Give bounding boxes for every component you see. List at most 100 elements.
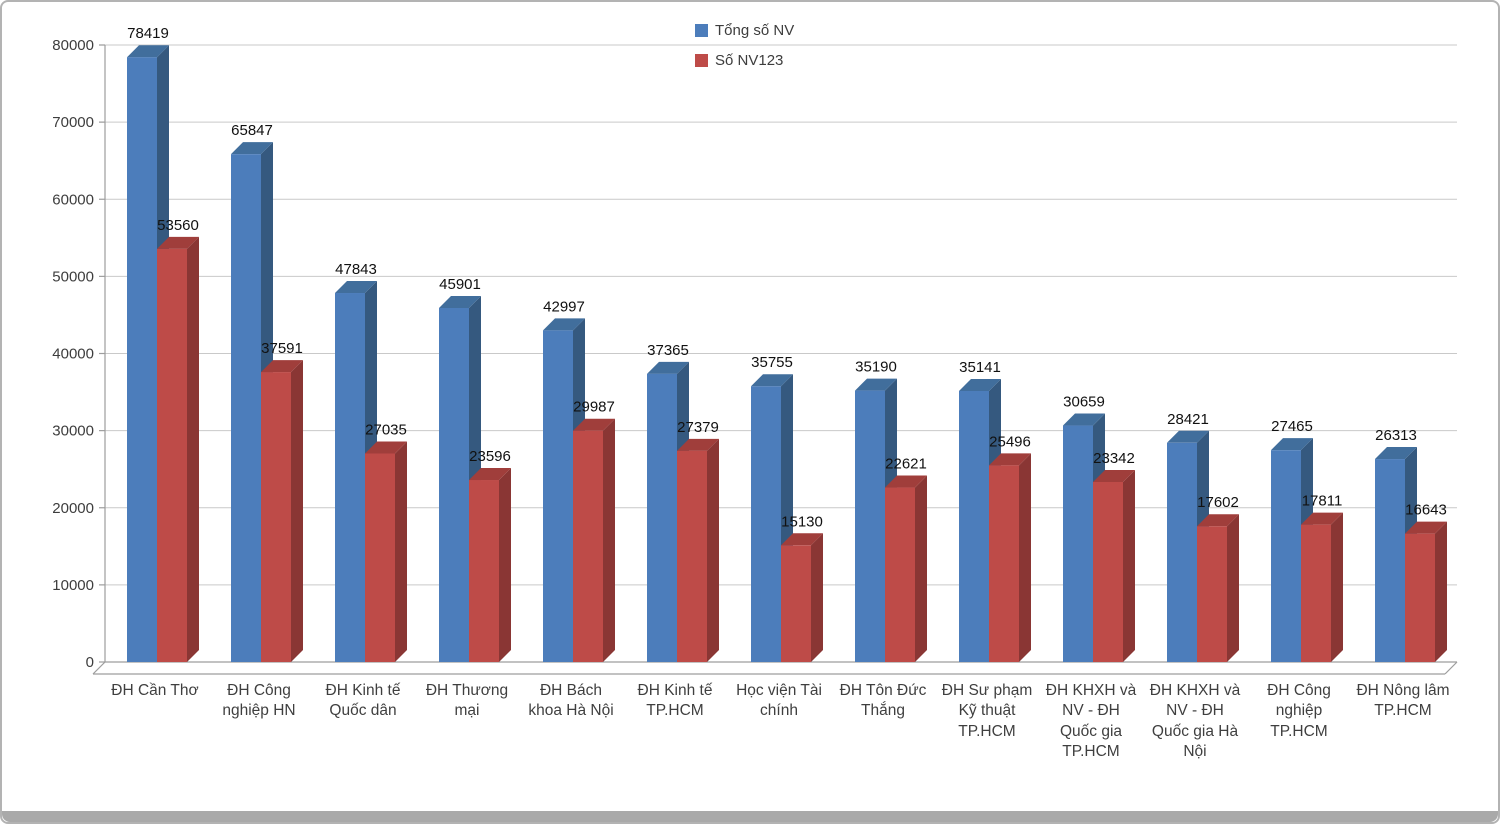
legend-label: Số NV123 <box>715 52 784 69</box>
y-axis-tick-label: 20000 <box>52 500 94 517</box>
bar-side-nv123 <box>915 475 927 662</box>
bar-value-label: 35190 <box>855 359 897 376</box>
bar-top-total <box>1167 430 1209 443</box>
bar-side-nv123 <box>1123 469 1135 662</box>
bar-nv123 <box>469 480 499 662</box>
bar-nv123 <box>1301 524 1331 662</box>
bar-value-label: 42997 <box>543 298 585 315</box>
y-axis-tick-label: 50000 <box>52 268 94 285</box>
bar-value-label: 30659 <box>1063 394 1105 411</box>
bar-total <box>1167 442 1197 662</box>
bar-top-total <box>439 295 481 308</box>
bar-total <box>335 293 365 662</box>
bar-value-label: 25496 <box>989 433 1031 450</box>
bar-nv123 <box>1093 481 1123 662</box>
bar-total <box>127 57 157 662</box>
bar-side-nv123 <box>811 533 823 662</box>
bar-top-total <box>855 378 897 391</box>
bar-nv123 <box>1197 526 1227 662</box>
bar-total <box>543 330 573 662</box>
bar-value-label: 65847 <box>231 122 273 139</box>
floor-right-edge <box>1444 661 1458 675</box>
bar-nv123 <box>1405 533 1435 662</box>
bar-top-total <box>127 45 169 58</box>
bar-top-nv123 <box>469 468 511 481</box>
bar-nv123 <box>885 487 915 662</box>
bar-side-nv123 <box>395 441 407 662</box>
legend-swatch-red-icon <box>695 54 708 67</box>
bar-value-label: 17602 <box>1197 494 1239 511</box>
y-axis-tick-label: 0 <box>86 654 94 671</box>
legend-label: Tổng số NV <box>715 22 795 39</box>
bar-nv123 <box>157 248 187 662</box>
bar-top-total <box>751 374 793 387</box>
bar-top-nv123 <box>261 360 303 373</box>
bar-value-label: 27035 <box>365 421 407 438</box>
bar-top-nv123 <box>989 453 1031 466</box>
legend: Tổng số NV Số NV123 <box>695 22 794 69</box>
bar-nv123 <box>781 545 811 662</box>
bar-top-total <box>231 142 273 155</box>
bar-value-label: 78419 <box>127 25 169 42</box>
bar-top-total <box>543 318 585 331</box>
y-axis-tick-label: 70000 <box>52 114 94 131</box>
bar-value-label: 26313 <box>1375 427 1417 444</box>
bar-top-nv123 <box>573 418 615 431</box>
y-axis-tick-label: 10000 <box>52 577 94 594</box>
bar-value-label: 37591 <box>261 340 303 357</box>
bar-total <box>647 373 677 662</box>
bar-side-nv123 <box>707 438 719 662</box>
bar-value-label: 29987 <box>573 399 615 416</box>
bar-total <box>855 390 885 662</box>
frame-bottom-strip <box>2 811 1498 822</box>
bar-value-label: 23596 <box>469 448 511 465</box>
bar-nv123 <box>573 430 603 662</box>
bar-total <box>1271 450 1301 662</box>
bar-total <box>439 307 469 662</box>
bar-value-label: 17811 <box>1302 493 1343 510</box>
bar-side-nv123 <box>1331 512 1343 662</box>
bar-value-label: 27465 <box>1271 418 1313 435</box>
legend-swatch-blue-icon <box>695 24 708 37</box>
y-axis-tick-label: 60000 <box>52 191 94 208</box>
bar-side-nv123 <box>1435 521 1447 662</box>
bar-side-nv123 <box>1019 453 1031 662</box>
bar-top-nv123 <box>365 441 407 454</box>
bar-value-label: 28421 <box>1167 411 1209 428</box>
bar-top-nv123 <box>781 533 823 546</box>
bar-top-total <box>1271 438 1313 451</box>
bar-nv123 <box>989 465 1019 662</box>
bar-nv123 <box>677 450 707 662</box>
bar-nv123 <box>365 453 395 662</box>
bar-top-nv123 <box>885 475 927 488</box>
bar-total <box>231 154 261 662</box>
bar-side-nv123 <box>499 468 511 662</box>
bar-side-nv123 <box>603 418 615 662</box>
bar-total <box>751 386 781 662</box>
bar-value-label: 35755 <box>751 354 793 371</box>
bar-top-nv123 <box>1405 521 1447 534</box>
bar-top-total <box>1375 447 1417 460</box>
bar-top-nv123 <box>1197 514 1239 527</box>
bar-total <box>959 390 989 662</box>
legend-item-so-nv123: Số NV123 <box>695 52 794 69</box>
bar-value-label: 22621 <box>885 456 927 473</box>
bar-top-total <box>335 281 377 294</box>
bar-value-label: 16643 <box>1405 502 1447 519</box>
y-axis-tick-label: 40000 <box>52 346 94 363</box>
bar-value-label: 45901 <box>439 276 481 293</box>
bar-top-nv123 <box>1301 512 1343 525</box>
bar-top-total <box>959 378 1001 391</box>
bar-top-total <box>647 361 689 374</box>
bar-top-total <box>1063 413 1105 426</box>
bar-total <box>1063 425 1093 662</box>
bar-value-label: 27379 <box>677 419 719 436</box>
floor-left-edge <box>92 661 106 675</box>
bar-top-nv123 <box>1093 469 1135 482</box>
legend-item-tong-so-nv: Tổng số NV <box>695 22 794 39</box>
bar-value-label: 53560 <box>157 217 199 234</box>
y-axis-tick-label: 80000 <box>52 37 94 54</box>
